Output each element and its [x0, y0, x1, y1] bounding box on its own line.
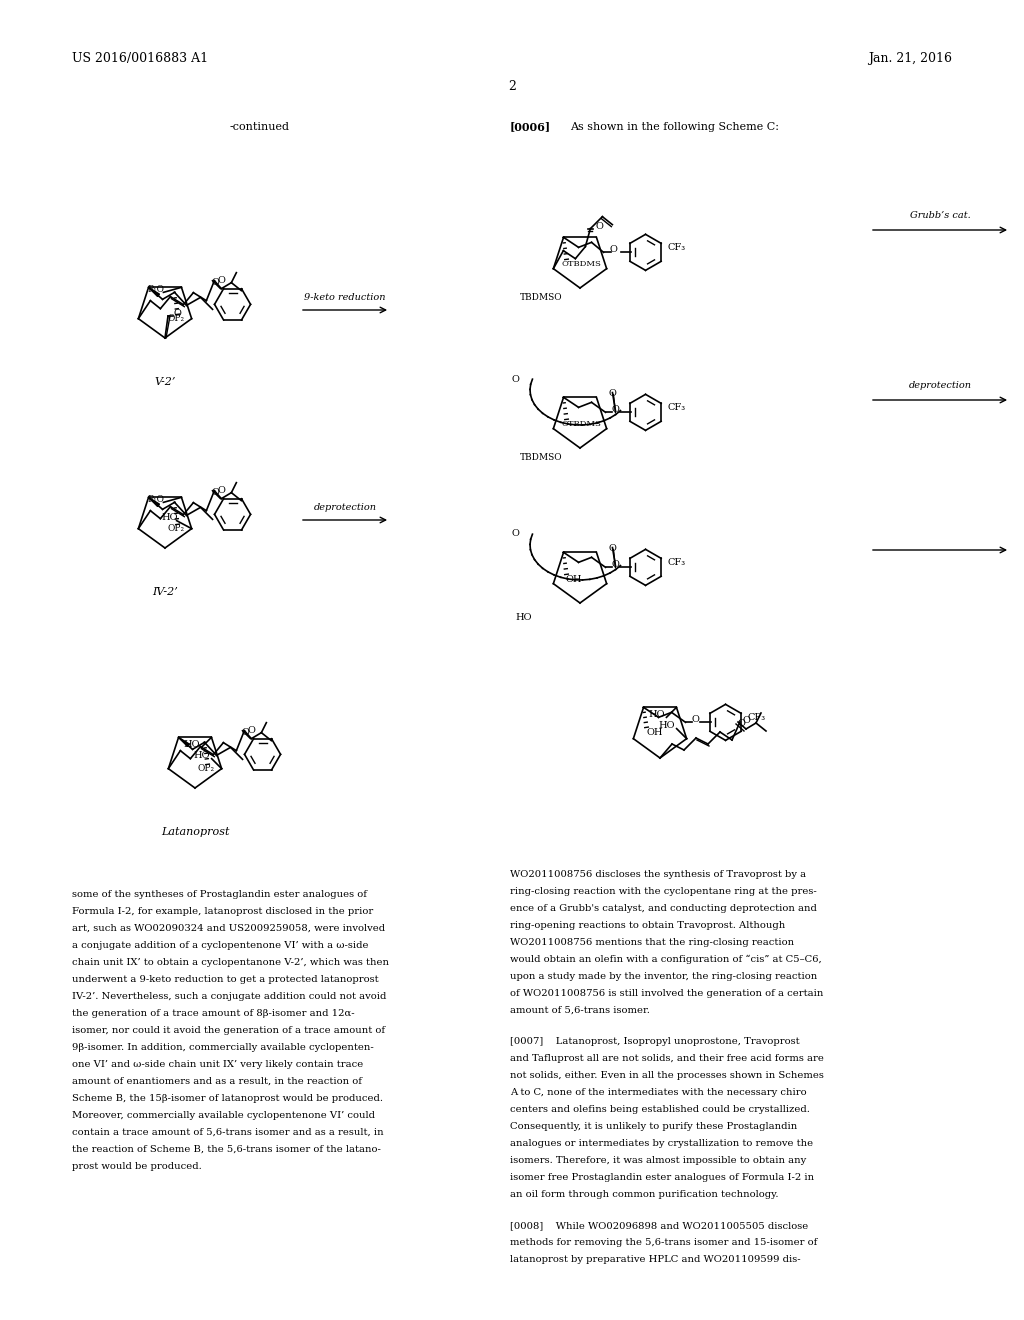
Text: O: O — [737, 719, 744, 729]
Text: OH: OH — [646, 729, 664, 738]
Text: some of the syntheses of Prostaglandin ester analogues of: some of the syntheses of Prostaglandin e… — [72, 890, 367, 899]
Text: CF₃: CF₃ — [668, 243, 686, 252]
Text: O: O — [609, 244, 617, 253]
Text: art, such as WO02090324 and US2009259058, were involved: art, such as WO02090324 and US2009259058… — [72, 924, 385, 933]
Text: would obtain an olefin with a configuration of “cis” at C5–C6,: would obtain an olefin with a configurat… — [510, 954, 821, 965]
Text: chain unit IX’ to obtain a cyclopentanone V-2’, which was then: chain unit IX’ to obtain a cyclopentanon… — [72, 958, 389, 968]
Text: prost would be produced.: prost would be produced. — [72, 1162, 202, 1171]
Text: V-2’: V-2’ — [155, 378, 176, 387]
Text: IV-2’. Nevertheless, such a conjugate addition could not avoid: IV-2’. Nevertheless, such a conjugate ad… — [72, 993, 386, 1001]
Text: O: O — [512, 529, 520, 539]
Text: latanoprost by preparative HPLC and WO201109599 dis-: latanoprost by preparative HPLC and WO20… — [510, 1255, 801, 1265]
Text: O: O — [608, 544, 616, 553]
Text: underwent a 9-keto reduction to get a protected latanoprost: underwent a 9-keto reduction to get a pr… — [72, 975, 379, 983]
Text: Grubb’s cat.: Grubb’s cat. — [909, 211, 971, 220]
Text: 9β-isomer. In addition, commercially available cyclopenten-: 9β-isomer. In addition, commercially ava… — [72, 1043, 374, 1052]
Text: O: O — [608, 388, 616, 397]
Text: isomer free Prostaglandin ester analogues of Formula I-2 in: isomer free Prostaglandin ester analogue… — [510, 1173, 814, 1181]
Text: a conjugate addition of a cyclopentenone VI’ with a ω-side: a conjugate addition of a cyclopentenone… — [72, 941, 369, 950]
Text: the reaction of Scheme B, the 5,6-trans isomer of the latano-: the reaction of Scheme B, the 5,6-trans … — [72, 1144, 381, 1154]
Text: not solids, either. Even in all the processes shown in Schemes: not solids, either. Even in all the proc… — [510, 1071, 824, 1080]
Text: HO: HO — [162, 513, 178, 523]
Polygon shape — [148, 498, 160, 507]
Polygon shape — [148, 288, 160, 297]
Text: contain a trace amount of 5,6-trans isomer and as a result, in: contain a trace amount of 5,6-trans isom… — [72, 1129, 384, 1137]
Text: Jan. 21, 2016: Jan. 21, 2016 — [868, 51, 952, 65]
Text: O: O — [611, 405, 620, 414]
Text: OTBDMS: OTBDMS — [561, 420, 601, 429]
Text: O: O — [211, 277, 219, 286]
Text: ring-closing reaction with the cyclopentane ring at the pres-: ring-closing reaction with the cyclopent… — [510, 887, 817, 896]
Text: OP₂: OP₂ — [168, 314, 185, 323]
Text: Consequently, it is unlikely to purify these Prostaglandin: Consequently, it is unlikely to purify t… — [510, 1122, 798, 1131]
Text: upon a study made by the inventor, the ring-closing reaction: upon a study made by the inventor, the r… — [510, 972, 817, 981]
Polygon shape — [178, 738, 189, 747]
Text: -continued: -continued — [230, 121, 290, 132]
Text: OP₂: OP₂ — [168, 524, 185, 533]
Text: CF₃: CF₃ — [748, 713, 766, 722]
Text: O: O — [248, 726, 255, 735]
Text: TBDMSO: TBDMSO — [520, 454, 562, 462]
Text: Moreover, commercially available cyclopentenone VI’ could: Moreover, commercially available cyclope… — [72, 1111, 375, 1119]
Text: Formula I-2, for example, latanoprost disclosed in the prior: Formula I-2, for example, latanoprost di… — [72, 907, 374, 916]
Text: amount of enantiomers and as a result, in the reaction of: amount of enantiomers and as a result, i… — [72, 1077, 362, 1086]
Text: Scheme B, the 15β-isomer of latanoprost would be produced.: Scheme B, the 15β-isomer of latanoprost … — [72, 1094, 383, 1104]
Text: CF₃: CF₃ — [668, 558, 686, 566]
Text: of WO2011008756 is still involved the generation of a certain: of WO2011008756 is still involved the ge… — [510, 989, 823, 998]
Text: P₁O: P₁O — [147, 495, 165, 504]
Text: amount of 5,6-trans isomer.: amount of 5,6-trans isomer. — [510, 1006, 650, 1015]
Text: [0006]: [0006] — [510, 121, 551, 132]
Text: deprotection: deprotection — [908, 381, 972, 389]
Text: OH: OH — [565, 576, 582, 585]
Text: O: O — [217, 486, 225, 495]
Text: O: O — [611, 560, 620, 569]
Text: WO2011008756 discloses the synthesis of Travoprost by a: WO2011008756 discloses the synthesis of … — [510, 870, 806, 879]
Text: O: O — [217, 276, 225, 285]
Text: OTBDMS: OTBDMS — [561, 260, 601, 268]
Text: CF₃: CF₃ — [668, 403, 686, 412]
Text: methods for removing the 5,6-trans isomer and 15-isomer of: methods for removing the 5,6-trans isome… — [510, 1238, 817, 1247]
Text: [0008]    While WO02096898 and WO2011005505 disclose: [0008] While WO02096898 and WO2011005505… — [510, 1221, 808, 1230]
Text: US 2016/0016883 A1: US 2016/0016883 A1 — [72, 51, 208, 65]
Text: Latanoprost: Latanoprost — [161, 828, 229, 837]
Text: HO: HO — [658, 721, 675, 730]
Text: TBDMSO: TBDMSO — [520, 293, 562, 302]
Text: isomers. Therefore, it was almost impossible to obtain any: isomers. Therefore, it was almost imposs… — [510, 1156, 806, 1166]
Text: O: O — [742, 715, 750, 725]
Text: ence of a Grubb's catalyst, and conducting deprotection and: ence of a Grubb's catalyst, and conducti… — [510, 904, 817, 913]
Text: O: O — [512, 375, 520, 384]
Text: O: O — [595, 222, 603, 231]
Text: [0007]    Latanoprost, Isopropyl unoprostone, Travoprost: [0007] Latanoprost, Isopropyl unoproston… — [510, 1038, 800, 1045]
Text: deprotection: deprotection — [313, 503, 377, 512]
Text: O: O — [174, 309, 182, 318]
Text: 2: 2 — [508, 81, 516, 92]
Text: HO: HO — [194, 751, 210, 760]
Text: WO2011008756 mentions that the ring-closing reaction: WO2011008756 mentions that the ring-clos… — [510, 939, 795, 946]
Text: the generation of a trace amount of 8β-isomer and 12α-: the generation of a trace amount of 8β-i… — [72, 1008, 354, 1018]
Text: HO: HO — [648, 710, 665, 719]
Text: analogues or intermediates by crystallization to remove the: analogues or intermediates by crystalliz… — [510, 1139, 813, 1148]
Text: O: O — [242, 727, 249, 737]
Text: HO: HO — [183, 739, 200, 748]
Text: and Tafluprost all are not solids, and their free acid forms are: and Tafluprost all are not solids, and t… — [510, 1053, 824, 1063]
Text: A to C, none of the intermediates with the necessary chiro: A to C, none of the intermediates with t… — [510, 1088, 807, 1097]
Text: O: O — [211, 487, 219, 496]
Text: 9-keto reduction: 9-keto reduction — [304, 293, 386, 302]
Text: centers and olefins being established could be crystallized.: centers and olefins being established co… — [510, 1105, 810, 1114]
Text: HO: HO — [515, 612, 531, 622]
Text: IV-2’: IV-2’ — [153, 587, 178, 597]
Text: an oil form through common purification technology.: an oil form through common purification … — [510, 1191, 778, 1199]
Text: ring-opening reactions to obtain Travoprost. Although: ring-opening reactions to obtain Travopr… — [510, 921, 785, 931]
Text: OP₂: OP₂ — [198, 764, 215, 774]
Text: one VI’ and ω-side chain unit IX’ very likely contain trace: one VI’ and ω-side chain unit IX’ very l… — [72, 1060, 364, 1069]
Text: P₁O: P₁O — [147, 285, 165, 294]
Text: isomer, nor could it avoid the generation of a trace amount of: isomer, nor could it avoid the generatio… — [72, 1026, 385, 1035]
Text: O: O — [691, 715, 699, 723]
Text: As shown in the following Scheme C:: As shown in the following Scheme C: — [570, 121, 779, 132]
